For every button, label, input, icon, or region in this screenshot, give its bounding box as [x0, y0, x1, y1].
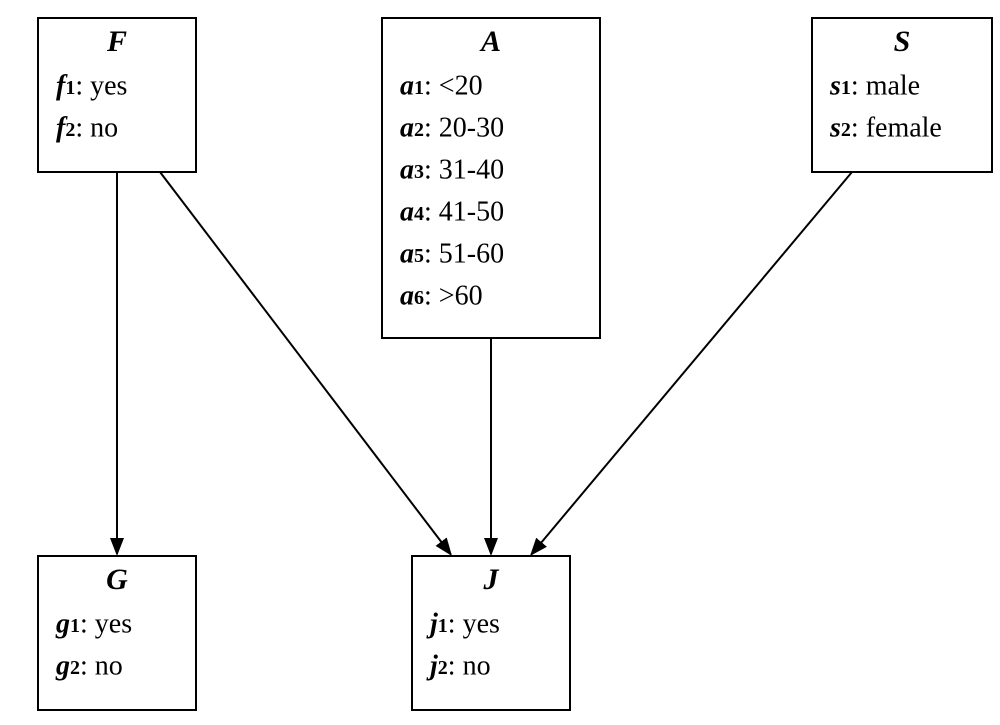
- node-S: Ss1: males2: female: [812, 18, 992, 172]
- node-A-title: A: [479, 25, 501, 58]
- node-G-title: G: [106, 563, 128, 596]
- bayesian-network-diagram: Ff1: yesf2: no Aa1: <20a2: 20-30a3: 31-40…: [0, 0, 1000, 725]
- node-F-item-1: f2: no: [56, 112, 118, 143]
- node-S-title: S: [894, 25, 911, 58]
- node-G: Gg1: yes g2: no: [38, 556, 196, 710]
- node-A-item-5: a6: >60: [400, 280, 483, 311]
- node-G-item-1: g2: no: [55, 650, 123, 681]
- node-A: Aa1: <20a2: 20-30a3: 31-40a4: 41-50a5: 5…: [382, 18, 600, 338]
- node-J-title: J: [483, 563, 500, 596]
- node-F: Ff1: yesf2: no: [38, 18, 196, 172]
- node-J: Jj1: yes j2: no: [412, 556, 570, 710]
- node-A-item-0: a1: <20: [400, 70, 483, 101]
- node-J-item-1: j2: no: [426, 650, 491, 681]
- node-F-title: F: [106, 25, 127, 58]
- node-J-item-0: j1: yes: [426, 608, 500, 639]
- node-G-item-0: g1: yes: [55, 608, 132, 639]
